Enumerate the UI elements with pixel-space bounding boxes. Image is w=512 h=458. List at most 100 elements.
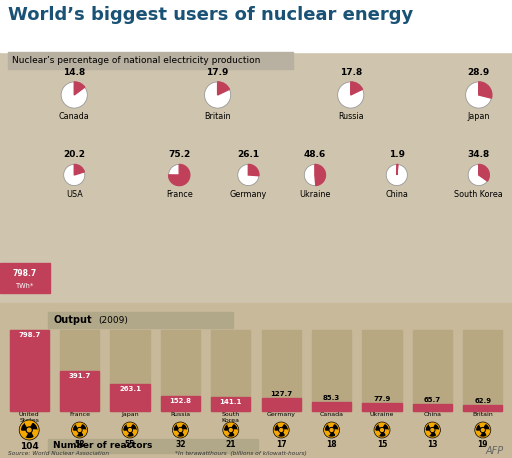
Circle shape	[273, 422, 289, 438]
Wedge shape	[130, 430, 136, 433]
Circle shape	[386, 164, 408, 185]
Wedge shape	[231, 430, 237, 433]
Text: Japan: Japan	[467, 112, 490, 121]
Circle shape	[280, 429, 283, 431]
Text: 48.6: 48.6	[304, 150, 326, 159]
Text: 17.8: 17.8	[339, 68, 362, 77]
Circle shape	[78, 429, 81, 431]
Wedge shape	[478, 430, 483, 435]
Text: 798.7: 798.7	[13, 269, 37, 278]
Bar	[312, 402, 351, 411]
Circle shape	[324, 422, 339, 438]
Bar	[60, 330, 99, 411]
Circle shape	[379, 428, 385, 432]
Wedge shape	[281, 425, 287, 430]
Wedge shape	[276, 430, 281, 435]
Wedge shape	[77, 430, 82, 436]
Text: 13: 13	[427, 440, 438, 449]
Text: Ukraine: Ukraine	[370, 412, 394, 417]
Circle shape	[173, 422, 188, 438]
Wedge shape	[377, 430, 382, 435]
Circle shape	[61, 82, 88, 108]
Wedge shape	[483, 425, 489, 430]
Bar	[161, 396, 200, 411]
Bar	[161, 330, 200, 411]
Bar	[0, 0, 512, 52]
Text: 34.8: 34.8	[467, 150, 490, 159]
Wedge shape	[248, 164, 259, 176]
Circle shape	[129, 429, 132, 431]
Text: 17: 17	[276, 440, 287, 449]
Wedge shape	[74, 82, 85, 95]
Circle shape	[28, 428, 31, 432]
Wedge shape	[26, 422, 29, 430]
Circle shape	[481, 429, 484, 431]
Circle shape	[229, 429, 232, 431]
Wedge shape	[351, 82, 362, 95]
Wedge shape	[327, 430, 332, 435]
Text: 32: 32	[175, 440, 186, 449]
Wedge shape	[218, 82, 229, 95]
Text: France: France	[166, 190, 193, 199]
Wedge shape	[379, 424, 382, 430]
Text: 391.7: 391.7	[69, 373, 91, 379]
Text: (2009): (2009)	[98, 316, 128, 325]
Text: 1.9: 1.9	[389, 150, 405, 159]
Wedge shape	[329, 430, 335, 436]
Circle shape	[77, 428, 82, 432]
Bar	[111, 330, 150, 411]
Bar	[463, 330, 502, 411]
Circle shape	[374, 422, 390, 438]
Text: China: China	[386, 190, 408, 199]
Text: United
States: United States	[19, 412, 39, 423]
Bar	[10, 330, 49, 411]
Wedge shape	[180, 425, 186, 430]
Wedge shape	[430, 424, 433, 430]
Circle shape	[329, 428, 334, 432]
Text: Russia: Russia	[338, 112, 364, 121]
Wedge shape	[180, 430, 186, 433]
Wedge shape	[74, 425, 79, 430]
Text: 20.2: 20.2	[63, 150, 85, 159]
Circle shape	[468, 164, 489, 185]
Wedge shape	[329, 424, 332, 430]
Text: South Korea: South Korea	[454, 190, 503, 199]
Text: 263.1: 263.1	[119, 386, 141, 393]
Bar	[413, 330, 452, 411]
Text: World’s biggest users of nuclear energy: World’s biggest users of nuclear energy	[8, 6, 413, 24]
Circle shape	[424, 422, 440, 438]
Wedge shape	[74, 430, 79, 435]
Bar	[8, 52, 293, 69]
Wedge shape	[175, 430, 180, 435]
Bar	[60, 371, 99, 411]
Wedge shape	[332, 425, 337, 430]
Wedge shape	[130, 425, 136, 430]
Text: Germany: Germany	[230, 190, 267, 199]
Wedge shape	[228, 424, 231, 430]
Bar	[0, 263, 50, 293]
Circle shape	[127, 428, 133, 432]
Text: Output: Output	[53, 315, 92, 325]
Text: AFP: AFP	[486, 446, 504, 456]
Text: Number of reactors: Number of reactors	[53, 442, 153, 451]
Text: 127.7: 127.7	[270, 391, 292, 397]
Wedge shape	[332, 430, 337, 433]
Text: France: France	[69, 412, 90, 417]
Text: 26.1: 26.1	[237, 150, 260, 159]
Circle shape	[475, 422, 491, 438]
Text: Nuclear’s percentage of national electricity production: Nuclear’s percentage of national electri…	[12, 56, 261, 65]
Wedge shape	[225, 425, 231, 430]
Wedge shape	[427, 430, 433, 435]
Circle shape	[337, 82, 364, 108]
Bar	[463, 404, 502, 411]
Text: Russia: Russia	[170, 412, 190, 417]
Bar	[0, 303, 512, 458]
Wedge shape	[74, 164, 84, 175]
Circle shape	[238, 164, 259, 185]
Text: Ukraine: Ukraine	[299, 190, 331, 199]
Circle shape	[26, 427, 32, 433]
Wedge shape	[326, 425, 332, 430]
Text: 62.9: 62.9	[474, 398, 492, 403]
Text: Japan: Japan	[121, 412, 139, 417]
Wedge shape	[433, 425, 438, 430]
